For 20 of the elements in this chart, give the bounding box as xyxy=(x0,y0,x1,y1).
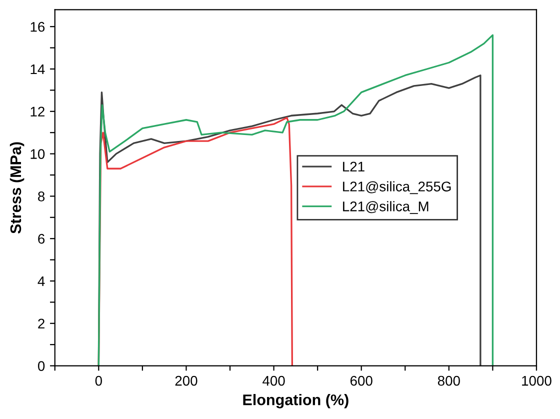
y-tick-label: 10 xyxy=(30,149,45,159)
y-axis-title: Stress (MPa) xyxy=(10,142,24,234)
y-tick-label: 0 xyxy=(38,361,45,371)
x-tick-label: 400 xyxy=(262,376,285,386)
legend-label: L21@silica_255G xyxy=(343,181,451,194)
y-tick-label: 4 xyxy=(38,276,45,286)
y-tick-label: 12 xyxy=(30,106,44,116)
x-tick-label: 600 xyxy=(350,376,372,386)
x-axis-title: Elongation (%) xyxy=(243,394,348,408)
y-tick-label: 8 xyxy=(38,192,45,202)
legend-label: L21 xyxy=(343,162,364,172)
y-tick-label: 6 xyxy=(38,234,45,244)
y-tick-label: 14 xyxy=(30,64,45,74)
x-tick-label: 1000 xyxy=(522,376,552,386)
y-tick-label: 16 xyxy=(30,22,45,32)
x-tick-label: 200 xyxy=(175,376,198,386)
x-tick-label: 800 xyxy=(438,376,460,386)
x-tick-label: 0 xyxy=(95,376,102,386)
y-tick-label: 2 xyxy=(38,318,44,328)
legend-label: L21@silica_M xyxy=(343,201,428,214)
